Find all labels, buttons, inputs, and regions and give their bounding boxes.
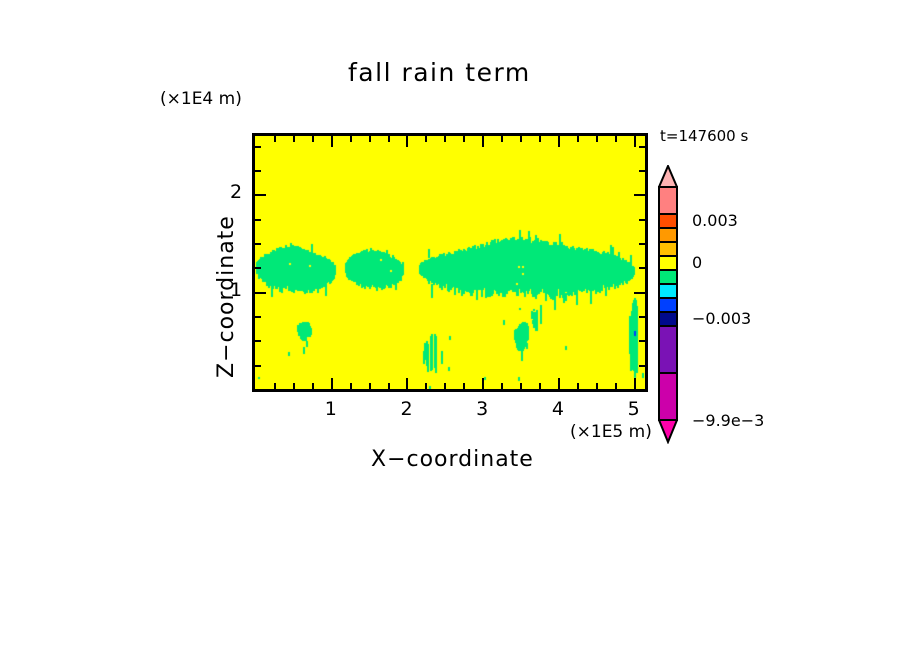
y-minor-tick <box>639 316 645 318</box>
colorbar-swatches <box>657 163 679 445</box>
y-tick-label: 1 <box>230 278 243 301</box>
colorbar-under-arrow <box>657 419 679 445</box>
colorbar-band-2 <box>658 227 678 243</box>
x-minor-tick <box>350 136 352 142</box>
x-minor-tick <box>369 383 371 389</box>
colorbar-band-9 <box>658 325 678 374</box>
x-minor-tick <box>444 136 446 142</box>
colorbar-tick-label: −9.9e−3 <box>692 411 765 430</box>
x-minor-tick <box>539 136 541 142</box>
y-minor-tick <box>639 340 645 342</box>
y-minor-tick <box>639 243 645 245</box>
x-minor-tick <box>577 383 579 389</box>
x-minor-tick <box>539 383 541 389</box>
x-minor-tick <box>350 383 352 389</box>
y-minor-tick <box>255 170 261 172</box>
y-minor-tick <box>639 146 645 148</box>
colorbar-tick-label: 0.003 <box>692 211 738 230</box>
y-minor-tick <box>255 219 261 221</box>
x-major-tick <box>331 136 333 147</box>
y-minor-tick <box>255 243 261 245</box>
x-minor-tick <box>463 136 465 142</box>
colorbar-tick-label: −0.003 <box>692 309 752 328</box>
x-tick-label: 3 <box>476 398 489 420</box>
y-tick-label: 2 <box>230 181 243 204</box>
y-major-tick <box>255 292 266 294</box>
y-minor-tick <box>639 219 645 221</box>
y-minor-tick <box>255 146 261 148</box>
colorbar-band-7 <box>658 297 678 313</box>
y-major-tick <box>634 194 645 196</box>
x-minor-tick <box>388 383 390 389</box>
plot-area[interactable] <box>252 133 648 392</box>
colorbar[interactable] <box>657 163 679 448</box>
x-minor-tick <box>520 383 522 389</box>
x-major-tick <box>558 378 560 389</box>
x-axis-title: X−coordinate <box>371 447 534 472</box>
colorbar-band-6 <box>658 283 678 299</box>
x-major-tick <box>558 136 560 147</box>
x-major-tick <box>634 378 636 389</box>
colorbar-band-5 <box>658 269 678 285</box>
y-minor-tick <box>255 316 261 318</box>
colorbar-band-1 <box>658 213 678 229</box>
x-tick-label: 1 <box>324 398 337 420</box>
y-minor-tick <box>639 365 645 367</box>
x-minor-tick <box>577 136 579 142</box>
x-minor-tick <box>293 136 295 142</box>
x-tick-label: 4 <box>551 398 564 420</box>
colorbar-band-10 <box>658 372 678 421</box>
x-minor-tick <box>369 136 371 142</box>
x-minor-tick <box>615 383 617 389</box>
y-minor-tick <box>255 340 261 342</box>
x-major-tick <box>634 136 636 147</box>
x-minor-tick <box>274 383 276 389</box>
x-tick-label: 5 <box>627 398 640 420</box>
x-minor-tick <box>444 383 446 389</box>
x-minor-tick <box>312 383 314 389</box>
x-minor-tick <box>425 136 427 142</box>
x-minor-tick <box>596 383 598 389</box>
x-major-tick <box>406 136 408 147</box>
x-major-tick <box>482 378 484 389</box>
x-tick-label: 2 <box>400 398 413 420</box>
heatmap-field <box>255 136 645 389</box>
y-minor-tick <box>255 365 261 367</box>
y-axis-unit-label: (×1E4 m) <box>160 89 242 109</box>
y-minor-tick <box>255 267 261 269</box>
x-minor-tick <box>520 136 522 142</box>
colorbar-band-4 <box>658 255 678 271</box>
x-minor-tick <box>274 136 276 142</box>
x-minor-tick <box>596 136 598 142</box>
x-minor-tick <box>501 136 503 142</box>
colorbar-band-3 <box>658 241 678 257</box>
y-minor-tick <box>639 170 645 172</box>
y-major-tick <box>634 292 645 294</box>
y-minor-tick <box>639 267 645 269</box>
x-axis-unit-label: (×1E5 m) <box>570 422 652 442</box>
x-major-tick <box>331 378 333 389</box>
colorbar-over-arrow <box>657 163 679 188</box>
x-minor-tick <box>312 136 314 142</box>
timestamp-annotation: t=147600 s <box>660 127 749 145</box>
x-minor-tick <box>501 383 503 389</box>
x-minor-tick <box>425 383 427 389</box>
x-minor-tick <box>615 136 617 142</box>
x-major-tick <box>406 378 408 389</box>
colorbar-band-8 <box>658 311 678 327</box>
figure-title: fall rain term <box>348 58 531 87</box>
colorbar-band-0 <box>658 186 678 215</box>
colorbar-tick-label: 0 <box>692 253 703 272</box>
x-minor-tick <box>388 136 390 142</box>
y-major-tick <box>255 194 266 196</box>
x-minor-tick <box>463 383 465 389</box>
x-minor-tick <box>293 383 295 389</box>
x-major-tick <box>482 136 484 147</box>
